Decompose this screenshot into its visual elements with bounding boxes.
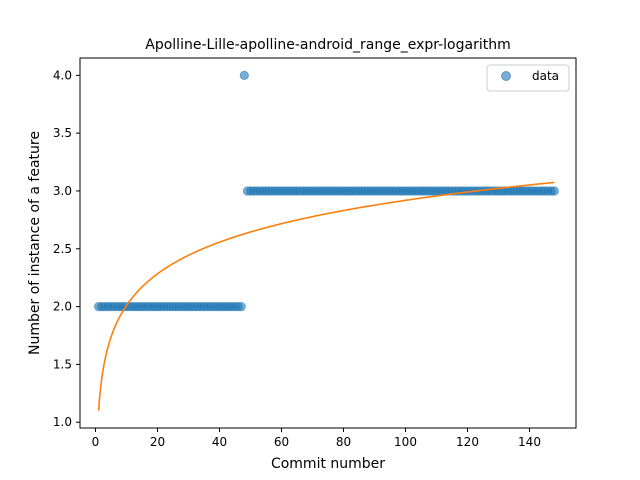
- fit-line: [97, 181, 555, 411]
- fit-series: [97, 181, 555, 411]
- x-tick-label: 140: [518, 435, 541, 449]
- chart-title: Apolline-Lille-apolline-android_range_ex…: [145, 37, 510, 53]
- x-axis-label: Commit number: [271, 456, 385, 472]
- legend: data: [486, 64, 570, 92]
- plot-frame: [79, 57, 577, 429]
- plot-area: [79, 57, 577, 429]
- legend-label-data: data: [532, 69, 559, 83]
- x-tick-label: 60: [274, 435, 289, 449]
- y-tick-label: 3.0: [53, 184, 72, 198]
- y-axis: 1.0 1.5 2.0 2.5 3.0 3.5 4.0: [53, 68, 80, 429]
- x-tick-label: 120: [456, 435, 479, 449]
- x-tick-label: 20: [150, 435, 165, 449]
- y-axis-label: Number of instance of a feature: [27, 131, 43, 355]
- data-point: [236, 301, 246, 312]
- legend-marker-data: [501, 71, 511, 81]
- y-tick-label: 2.0: [53, 300, 72, 314]
- y-tick-label: 1.0: [53, 415, 72, 429]
- y-tick-label: 1.5: [53, 357, 72, 371]
- data-point: [239, 70, 249, 80]
- y-tick-label: 2.5: [53, 242, 72, 256]
- y-tick-label: 3.5: [53, 126, 72, 140]
- x-tick-label: 80: [336, 435, 351, 449]
- x-tick-label: 0: [92, 435, 100, 449]
- x-axis: 0 20 40 60 80 100 120 140: [92, 428, 541, 449]
- data-point: [549, 186, 559, 196]
- y-tick-label: 4.0: [53, 68, 72, 82]
- x-tick-label: 100: [394, 435, 417, 449]
- x-tick-label: 40: [212, 435, 227, 449]
